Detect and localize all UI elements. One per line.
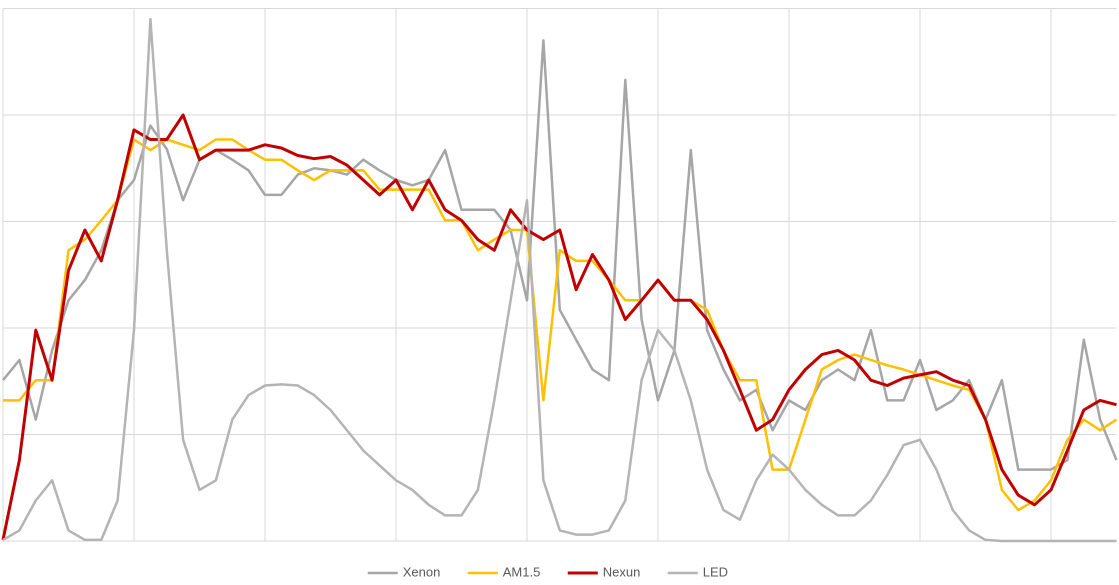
series-line	[3, 138, 1118, 512]
series-line	[2, 39, 1118, 471]
legend-label: Xenon	[403, 564, 441, 579]
series-line	[2, 17, 1117, 543]
legend-label: Nexun	[603, 564, 641, 579]
legend-label: LED	[703, 564, 728, 579]
series-line	[1, 113, 1117, 541]
legend-label: AM1.5	[503, 564, 541, 579]
